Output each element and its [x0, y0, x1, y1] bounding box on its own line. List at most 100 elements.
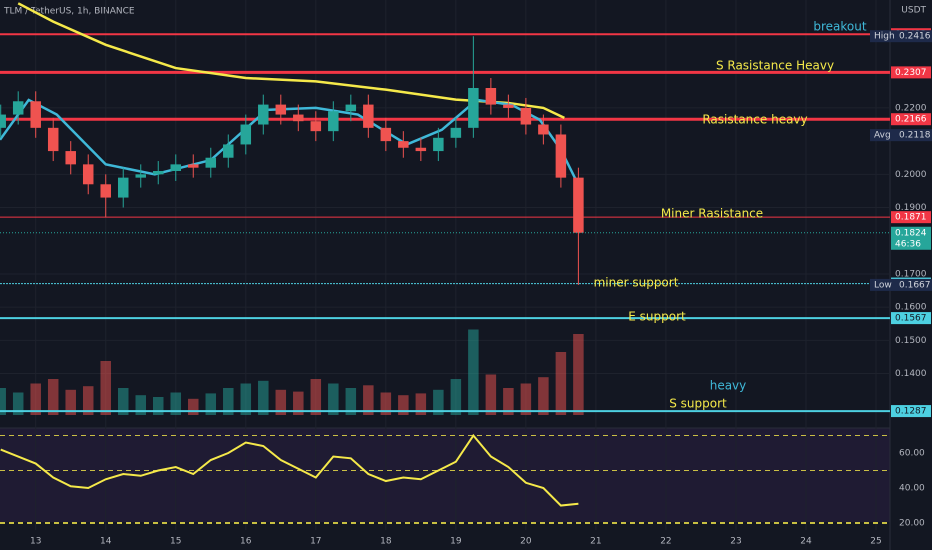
volume-bar	[485, 374, 497, 415]
price-box-label: 0.1871	[895, 213, 927, 223]
y-tick-label: 0.2000	[895, 170, 927, 180]
candle-body	[293, 114, 304, 122]
volume-bar	[0, 388, 6, 415]
candle-body	[450, 127, 462, 138]
volume-bar	[468, 329, 479, 415]
candle-body	[538, 124, 549, 135]
candle-body	[345, 104, 357, 112]
y-tick-label: 0.1500	[895, 336, 927, 346]
price-box	[891, 312, 931, 325]
volume-bar	[205, 393, 217, 415]
marker-label: 0.2118	[899, 131, 931, 141]
x-tick-label: 16	[240, 537, 252, 547]
candle-body	[485, 87, 497, 105]
marker-label: 0.1667	[899, 280, 931, 290]
candle-body	[363, 104, 374, 128]
candle-body	[47, 127, 59, 152]
candle-body	[520, 107, 532, 125]
volume-bar	[135, 395, 146, 415]
rsi-tick-label: 20.00	[899, 519, 925, 529]
candle-body	[188, 164, 199, 168]
volume-bar	[258, 380, 269, 415]
price-box-label: 0.1287	[895, 407, 927, 417]
level-name: S Rasistance Heavy	[716, 59, 834, 73]
level-note: heavy	[710, 379, 747, 393]
volume-bar	[12, 392, 24, 415]
marker-name: High	[874, 32, 895, 42]
candle-body	[433, 137, 444, 152]
volume-bar	[170, 392, 182, 415]
level-name: S support	[669, 397, 727, 411]
level-name: E support	[628, 310, 686, 324]
candle-body	[240, 124, 252, 145]
volume-bar	[82, 386, 94, 415]
volume-bar	[100, 361, 111, 415]
volume-bar	[240, 383, 252, 415]
marker-box	[870, 30, 932, 43]
last-price-box	[891, 226, 931, 250]
candle-body	[82, 164, 94, 185]
candle-body	[30, 101, 41, 128]
candle-body	[117, 177, 129, 198]
candle-body	[328, 111, 339, 132]
volume-bar	[117, 388, 129, 415]
rsi-tick-label: 60.00	[899, 449, 925, 459]
level-name: Rasistance heavy	[702, 113, 807, 127]
candle-body	[573, 177, 584, 233]
volume-bar	[433, 389, 444, 415]
volume-bar	[555, 352, 567, 415]
marker-box	[870, 129, 932, 142]
candle-body	[12, 101, 24, 115]
candle-body	[503, 104, 514, 108]
candle-body	[205, 157, 217, 168]
candle-body	[0, 114, 6, 128]
marker-name: Avg	[874, 131, 891, 141]
x-tick-label: 15	[170, 537, 181, 547]
volume-bar	[328, 383, 339, 415]
volume-bar	[538, 377, 549, 415]
volume-bar	[223, 388, 234, 415]
x-tick-label: 17	[310, 537, 321, 547]
price-box	[891, 405, 931, 418]
candle-body	[468, 87, 479, 128]
candle-body	[398, 141, 409, 148]
marker-name: Low	[874, 280, 892, 290]
volume-bar	[573, 334, 584, 415]
x-tick-label: 25	[870, 537, 881, 547]
rsi-line	[0, 433, 579, 507]
y-tick-label: 0.1600	[895, 303, 927, 313]
candle-body	[415, 147, 427, 152]
volume-bar	[65, 389, 76, 415]
rsi-tick-label: 40.00	[899, 484, 925, 494]
x-tick-label: 20	[520, 537, 532, 547]
candle-body	[258, 104, 269, 125]
price-box-label: 0.2166	[895, 115, 927, 125]
level-name: breakout	[813, 20, 866, 34]
volume-bar	[363, 385, 374, 415]
volume-bar	[503, 388, 514, 415]
x-tick-label: 21	[590, 537, 601, 547]
y-tick-label: 0.1900	[895, 203, 927, 213]
volume-bar	[310, 379, 322, 415]
volume-bar	[345, 388, 357, 415]
price-box-label: 0.1567	[895, 314, 927, 324]
y-tick-label: 0.1700	[895, 269, 927, 279]
volume-bar	[380, 392, 392, 415]
x-tick-label: 14	[100, 537, 112, 547]
candle-body	[100, 184, 111, 198]
volume-bar	[415, 393, 427, 415]
chart-title: TLM / TetherUS, 1h, BINANCE	[3, 7, 135, 17]
price-box	[891, 113, 931, 126]
x-tick-label: 13	[30, 537, 41, 547]
ma-line	[17, 2, 565, 120]
volume-bar	[188, 398, 199, 415]
candle-body	[275, 104, 287, 115]
volume-bar	[153, 397, 164, 415]
volume-bar	[47, 379, 59, 415]
volume-bar	[450, 379, 462, 415]
candle-body	[65, 151, 76, 165]
candle-body	[153, 171, 164, 175]
marker-box	[870, 278, 932, 291]
volume-bar	[398, 395, 409, 415]
